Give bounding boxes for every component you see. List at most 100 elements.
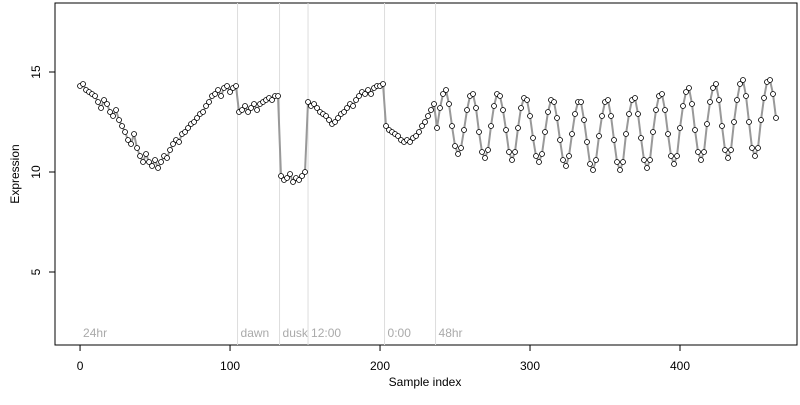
data-point <box>428 107 434 113</box>
data-point <box>497 93 503 99</box>
data-point <box>572 111 578 117</box>
data-point <box>167 147 173 153</box>
data-point <box>653 107 659 113</box>
data-point <box>773 115 779 121</box>
data-point <box>134 145 140 151</box>
data-point <box>584 139 590 145</box>
data-point <box>680 103 686 109</box>
data-point <box>200 109 206 115</box>
data-point <box>380 81 386 87</box>
data-point <box>473 105 479 111</box>
data-point <box>245 109 251 115</box>
data-point <box>218 93 224 99</box>
data-point <box>422 119 428 125</box>
x-tick-label: 0 <box>77 359 84 373</box>
data-point <box>248 105 254 111</box>
data-point <box>191 119 197 125</box>
data-point <box>695 149 701 155</box>
data-point <box>698 157 704 163</box>
data-point <box>287 171 293 177</box>
data-point <box>107 109 113 115</box>
data-point <box>683 89 689 95</box>
data-point <box>530 135 536 141</box>
data-point <box>365 87 371 93</box>
data-point <box>452 143 458 149</box>
data-point <box>449 123 455 129</box>
x-tick-label: 200 <box>370 359 390 373</box>
data-point <box>563 163 569 169</box>
data-point <box>620 159 626 165</box>
data-point <box>638 135 644 141</box>
data-point <box>770 91 776 97</box>
data-point <box>437 105 443 111</box>
data-point <box>98 105 104 111</box>
data-point <box>737 81 743 87</box>
data-point <box>464 107 470 113</box>
y-tick-label: 5 <box>29 268 43 275</box>
data-point <box>476 129 482 135</box>
data-point <box>302 169 308 175</box>
data-point <box>419 123 425 129</box>
data-point <box>545 109 551 115</box>
data-point <box>671 161 677 167</box>
data-point <box>746 119 752 125</box>
data-point <box>743 93 749 99</box>
data-point <box>710 85 716 91</box>
marker-label: 24hr <box>83 326 107 340</box>
data-point <box>587 161 593 167</box>
data-point <box>482 155 488 161</box>
data-point <box>692 127 698 133</box>
x-tick-label: 100 <box>220 359 240 373</box>
data-point <box>233 83 239 89</box>
data-point <box>734 97 740 103</box>
data-point <box>251 101 257 107</box>
x-tick-label: 400 <box>670 359 690 373</box>
data-point <box>227 89 233 95</box>
data-point <box>455 151 461 157</box>
data-point <box>659 91 665 97</box>
x-tick-label: 300 <box>520 359 540 373</box>
data-point <box>647 157 653 163</box>
data-point <box>125 137 131 143</box>
data-point <box>761 95 767 101</box>
data-point <box>104 101 110 107</box>
data-point <box>758 117 764 123</box>
data-point <box>101 97 107 103</box>
data-point <box>119 123 125 129</box>
data-point <box>242 103 248 109</box>
data-point <box>314 105 320 111</box>
data-point <box>515 125 521 131</box>
data-point <box>203 103 209 109</box>
data-point <box>92 93 98 99</box>
data-point <box>707 99 713 105</box>
data-point <box>644 165 650 171</box>
data-point <box>443 87 449 93</box>
data-point <box>524 97 530 103</box>
data-point <box>305 99 311 105</box>
data-point <box>674 153 680 159</box>
data-point <box>164 155 170 161</box>
data-point <box>623 131 629 137</box>
data-point <box>143 151 149 157</box>
data-point <box>596 133 602 139</box>
data-point <box>425 113 431 119</box>
data-point <box>461 127 467 133</box>
data-point <box>491 103 497 109</box>
marker-label: 0:00 <box>388 326 412 340</box>
data-point <box>509 157 515 163</box>
data-point <box>668 153 674 159</box>
data-point <box>605 97 611 103</box>
data-point <box>554 115 560 121</box>
data-point <box>416 129 422 135</box>
data-point <box>611 137 617 143</box>
data-point <box>290 179 296 185</box>
data-point <box>485 147 491 153</box>
data-point <box>395 133 401 139</box>
data-point <box>689 101 695 107</box>
data-point <box>353 97 359 103</box>
data-point <box>275 93 281 99</box>
data-point <box>542 129 548 135</box>
data-point <box>752 153 758 159</box>
data-point <box>500 107 506 113</box>
data-point <box>539 151 545 157</box>
